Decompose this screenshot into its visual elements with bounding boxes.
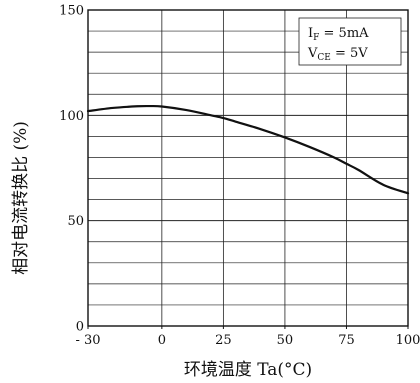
x-tick-label: 75 (338, 333, 355, 348)
y-tick-label: 50 (67, 214, 84, 229)
condition-value: = 5V (331, 46, 368, 61)
condition-subscript: F (313, 33, 319, 43)
plot-frame (87, 9, 409, 327)
series-layer (86, 104, 410, 195)
legend: IF = 5mA VCE = 5V (298, 17, 402, 66)
x-tick-label: 25 (215, 333, 232, 348)
x-tick-label: - 30 (75, 333, 100, 348)
y-tick-label: 100 (59, 109, 84, 124)
series-line (86, 104, 410, 195)
condition-subscript: CE (317, 53, 330, 63)
y-tick-label: 150 (59, 4, 84, 19)
x-tick-label: 50 (277, 333, 294, 348)
condition-value: = 5mA (319, 26, 369, 41)
y-tick-label: 0 (76, 320, 84, 335)
condition-if: IF = 5mA (308, 26, 369, 43)
condition-symbol: I (308, 26, 313, 41)
x-tick-label: 0 (158, 333, 166, 348)
legend-box (298, 17, 402, 66)
x-axis-title: 环境温度 Ta(°C) (184, 360, 312, 380)
x-tick-label: 100 (396, 333, 420, 348)
plot-border (87, 9, 409, 327)
condition-symbol: V (307, 46, 318, 61)
y-axis-title: 相对电流转换比 (%) (11, 121, 31, 275)
condition-vce: VCE = 5V (307, 46, 368, 63)
